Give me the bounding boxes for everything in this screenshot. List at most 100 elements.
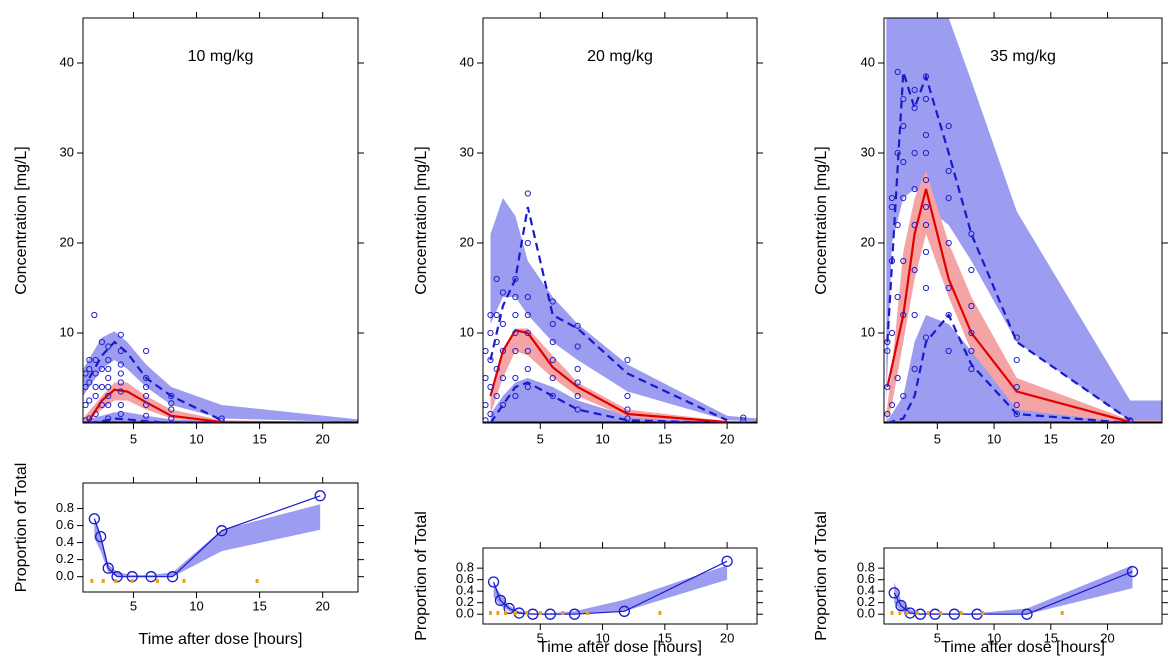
observation xyxy=(549,374,556,382)
observation xyxy=(900,158,907,166)
x-tick-label: 15 xyxy=(658,431,672,446)
observation xyxy=(922,149,930,157)
observation xyxy=(493,365,500,373)
y-tick-label: 0.8 xyxy=(456,560,474,575)
observation xyxy=(92,410,99,418)
y-tick-label: 20 xyxy=(60,234,74,249)
observation xyxy=(487,356,494,364)
observation xyxy=(117,347,124,355)
y-tick-label: 10 xyxy=(861,324,875,339)
proportion-point xyxy=(544,608,556,620)
observation xyxy=(900,392,907,400)
bottom-frame xyxy=(82,482,359,593)
y-tick-label: 40 xyxy=(60,54,74,69)
x-tick-label: 5 xyxy=(130,598,137,613)
plot-frame xyxy=(883,17,1163,424)
plot-area xyxy=(884,18,1162,423)
x-tick-label: 5 xyxy=(934,630,941,645)
observation xyxy=(86,379,93,386)
observation xyxy=(574,322,581,329)
x-tick-label: 10 xyxy=(595,431,609,446)
plot-area xyxy=(483,190,757,423)
proportion-point xyxy=(487,576,500,588)
observation xyxy=(524,329,531,337)
bin-edge xyxy=(939,611,943,615)
bin-edge xyxy=(905,611,909,615)
observation xyxy=(483,401,489,409)
observation xyxy=(922,95,930,103)
y-tick-label: 10 xyxy=(60,324,74,339)
observation xyxy=(493,275,500,283)
prediction-band xyxy=(886,315,1162,423)
proportion-line xyxy=(493,560,728,615)
y-tick-label: 40 xyxy=(460,54,474,69)
prediction-band xyxy=(83,331,358,423)
prediction-band xyxy=(490,198,757,422)
proportion-line xyxy=(893,571,1133,615)
bin-edge xyxy=(255,579,259,583)
observation xyxy=(499,347,507,355)
y-tick-label: 0.6 xyxy=(857,571,875,586)
observation xyxy=(894,374,901,382)
x-tick-label: 20 xyxy=(315,431,329,446)
observation xyxy=(624,415,631,422)
observation xyxy=(911,149,918,157)
observation xyxy=(574,343,581,350)
bin-edge xyxy=(561,611,565,615)
observation xyxy=(117,331,124,338)
y-axis-title: Concentration [mg/L] xyxy=(413,146,430,295)
x-tick-label: 20 xyxy=(1100,630,1114,645)
y-tick-label: 0.2 xyxy=(857,594,875,609)
proportion-point xyxy=(914,608,926,620)
proportion-point xyxy=(503,602,515,615)
bin-edge xyxy=(981,611,985,615)
observation xyxy=(922,73,930,80)
x-tick-label: 5 xyxy=(537,431,544,446)
observation xyxy=(98,338,106,346)
x-axis-title: Time after dose [hours] xyxy=(941,639,1105,656)
y-tick-label: 0.6 xyxy=(456,571,474,586)
proportion-point xyxy=(1021,608,1033,620)
observation xyxy=(168,406,175,413)
percentile-line xyxy=(886,71,1131,422)
observation xyxy=(884,383,891,391)
x-tick-label: 15 xyxy=(1044,431,1058,446)
observation xyxy=(524,239,531,247)
panel-title: 35 mg/kg xyxy=(990,48,1056,65)
proportion-point xyxy=(166,571,179,583)
proportion-point xyxy=(102,562,114,574)
proportion-point xyxy=(1126,565,1139,578)
observation xyxy=(900,194,907,202)
observation xyxy=(105,383,112,391)
observation xyxy=(524,365,531,373)
plot-frame xyxy=(82,17,359,424)
y-axis-title: Proportion of Total xyxy=(813,511,830,641)
bin-edge xyxy=(915,611,919,615)
x-tick-label: 15 xyxy=(1044,630,1058,645)
bin-edge xyxy=(926,611,930,615)
observation xyxy=(968,230,975,238)
y-tick-label: 40 xyxy=(861,54,875,69)
bin-edge xyxy=(898,611,902,615)
bin-edge xyxy=(1060,611,1064,615)
observation xyxy=(911,221,918,229)
y-tick-label: 10 xyxy=(460,324,474,339)
y-tick-label: 0.0 xyxy=(857,606,875,621)
x-tick-label: 20 xyxy=(720,431,734,446)
x-tick-label: 20 xyxy=(315,598,329,613)
proportion-line xyxy=(93,495,321,578)
y-tick-label: 0.8 xyxy=(56,500,74,515)
y-tick-label: 0.0 xyxy=(56,568,74,583)
proportion-point xyxy=(494,594,507,607)
observation xyxy=(900,311,907,319)
observation xyxy=(493,311,500,319)
observation xyxy=(92,370,99,377)
observation xyxy=(888,257,896,265)
x-axis-title: Time after dose [hours] xyxy=(538,639,702,656)
observation xyxy=(105,365,112,373)
observation xyxy=(512,374,519,382)
observation xyxy=(142,401,150,409)
median-line xyxy=(489,329,728,423)
bin-edge xyxy=(114,579,118,583)
observation xyxy=(512,311,519,319)
